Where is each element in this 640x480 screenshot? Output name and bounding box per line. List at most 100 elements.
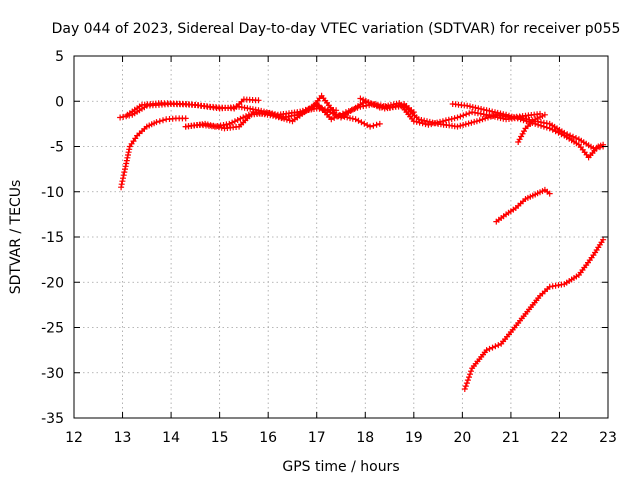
x-tick-label: 16 bbox=[259, 430, 277, 446]
data-point bbox=[281, 115, 288, 122]
data-point bbox=[283, 116, 290, 123]
data-point bbox=[460, 122, 467, 128]
x-tick-label: 21 bbox=[502, 430, 520, 446]
data-point bbox=[123, 160, 130, 167]
data-point bbox=[541, 111, 548, 118]
data-point bbox=[363, 98, 369, 105]
data-point bbox=[573, 135, 579, 141]
data-point bbox=[546, 190, 553, 197]
data-point bbox=[462, 383, 469, 390]
data-point bbox=[373, 121, 380, 128]
data-point bbox=[465, 120, 472, 127]
data-point bbox=[434, 119, 441, 126]
data-point bbox=[156, 118, 163, 125]
x-tick-label: 17 bbox=[308, 430, 326, 446]
data-point bbox=[297, 109, 304, 115]
x-tick-label: 18 bbox=[356, 430, 374, 446]
data-point bbox=[327, 109, 334, 116]
series-track-11 bbox=[461, 236, 607, 392]
data-point bbox=[237, 115, 244, 122]
data-point bbox=[210, 122, 217, 129]
data-point bbox=[364, 122, 371, 129]
axis-ticks: 12 13 14 15 16 17 18 19 20 21 22 23 5 0 -5 -10 -15 -20 -25… bbox=[41, 49, 617, 446]
data-point bbox=[349, 115, 356, 122]
data-point bbox=[468, 368, 474, 375]
data-point bbox=[508, 113, 515, 120]
data-point bbox=[376, 104, 383, 111]
data-point bbox=[294, 110, 301, 116]
data-point bbox=[370, 122, 377, 129]
data-point bbox=[160, 117, 166, 124]
data-point bbox=[520, 117, 527, 124]
data-point bbox=[121, 169, 128, 176]
data-point bbox=[234, 117, 241, 123]
data-point bbox=[466, 110, 473, 117]
data-point bbox=[365, 99, 372, 106]
data-point bbox=[461, 386, 468, 392]
data-point bbox=[514, 115, 521, 122]
data-point bbox=[335, 113, 342, 120]
x-axis-label: GPS time / hours bbox=[282, 459, 399, 475]
data-point bbox=[422, 121, 429, 128]
y-tick-label: 5 bbox=[55, 49, 64, 65]
data-point bbox=[471, 118, 478, 125]
series-line bbox=[464, 239, 604, 390]
series-track-1 bbox=[118, 115, 189, 191]
data-point bbox=[382, 103, 389, 110]
data-point bbox=[439, 118, 446, 125]
y-tick-label: 0 bbox=[55, 94, 64, 110]
data-point bbox=[515, 139, 522, 145]
data-point bbox=[367, 123, 374, 130]
x-tick-label: 15 bbox=[211, 430, 229, 446]
grid-lines bbox=[74, 56, 608, 418]
data-point bbox=[324, 108, 331, 114]
data-point bbox=[120, 175, 126, 182]
data-point bbox=[302, 106, 309, 113]
data-point bbox=[332, 111, 339, 118]
series-track-8 bbox=[449, 101, 607, 161]
x-tick-label: 12 bbox=[65, 430, 83, 446]
data-point bbox=[226, 120, 233, 127]
data-point bbox=[231, 118, 238, 125]
data-point bbox=[600, 236, 607, 243]
x-tick-label: 20 bbox=[453, 430, 471, 446]
data-point bbox=[454, 123, 461, 130]
y-tick-label: -30 bbox=[41, 366, 64, 382]
data-point bbox=[419, 120, 426, 127]
data-point bbox=[476, 117, 483, 124]
data-series bbox=[117, 92, 607, 392]
data-point bbox=[431, 120, 438, 127]
data-point bbox=[457, 113, 464, 120]
data-point bbox=[120, 113, 127, 120]
data-point bbox=[463, 380, 470, 387]
data-point bbox=[357, 95, 364, 102]
data-point bbox=[500, 111, 507, 118]
data-point bbox=[480, 106, 487, 113]
data-point bbox=[255, 97, 262, 104]
data-point bbox=[466, 374, 472, 381]
data-point bbox=[313, 102, 320, 109]
data-point bbox=[448, 116, 455, 122]
data-point bbox=[445, 116, 452, 123]
data-point bbox=[316, 104, 323, 111]
data-point bbox=[535, 121, 542, 128]
data-point bbox=[464, 377, 471, 384]
y-tick-label: -25 bbox=[41, 321, 64, 337]
data-point bbox=[204, 121, 211, 128]
chart-title: Day 044 of 2023, Sidereal Day-to-day VTE… bbox=[52, 21, 621, 37]
data-point bbox=[376, 120, 383, 127]
x-tick-label: 14 bbox=[162, 430, 180, 446]
data-point bbox=[207, 122, 214, 129]
data-point bbox=[355, 117, 362, 124]
data-point bbox=[371, 102, 378, 108]
data-point bbox=[272, 113, 279, 120]
data-point bbox=[503, 111, 510, 118]
data-point bbox=[153, 119, 160, 126]
data-point bbox=[468, 119, 475, 126]
y-tick-label: -20 bbox=[41, 275, 64, 291]
x-tick-label: 23 bbox=[599, 430, 617, 446]
data-point bbox=[374, 103, 381, 110]
data-point bbox=[123, 113, 130, 120]
data-point bbox=[462, 121, 469, 128]
